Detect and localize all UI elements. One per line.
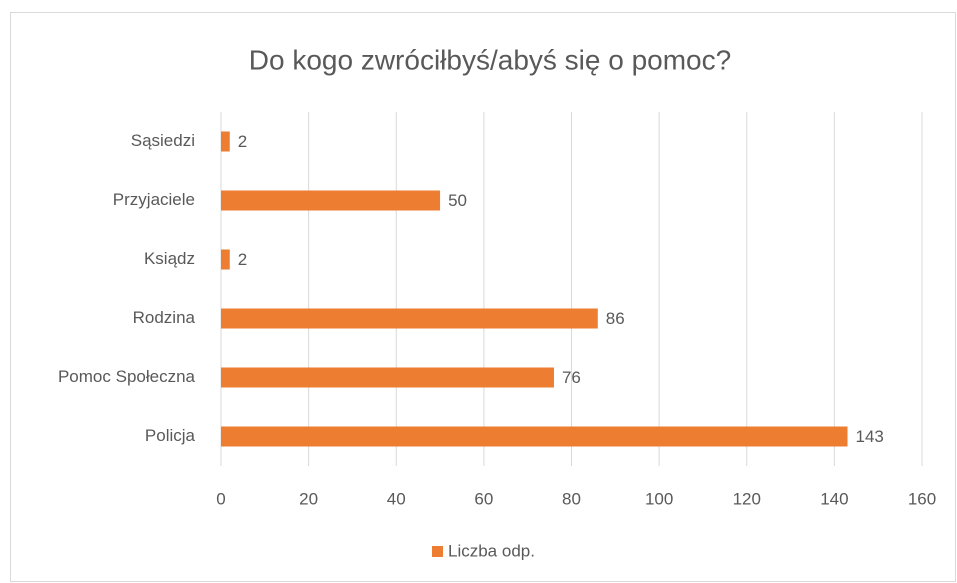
legend-label: Liczba odp.: [448, 541, 535, 560]
bar: [221, 426, 848, 447]
data-label: 86: [606, 309, 625, 328]
chart-border: [10, 12, 956, 582]
x-tick-label: 40: [387, 489, 406, 508]
data-label: 2: [238, 250, 247, 269]
x-tick-label: 80: [562, 489, 581, 508]
data-label: 50: [448, 191, 467, 210]
y-tick-label: Rodzina: [133, 308, 196, 327]
bar: [221, 308, 598, 329]
x-tick-label: 120: [733, 489, 761, 508]
bar: [221, 249, 230, 270]
x-tick-label: 160: [908, 489, 936, 508]
data-label: 143: [856, 427, 884, 446]
x-tick-label: 0: [216, 489, 225, 508]
x-tick-label: 140: [820, 489, 848, 508]
bar: [221, 367, 554, 388]
x-tick-label: 100: [645, 489, 673, 508]
y-tick-label: Sąsiedzi: [131, 131, 195, 150]
chart-title: Do kogo zwróciłbyś/abyś się o pomoc?: [249, 44, 731, 75]
y-tick-label: Ksiądz: [144, 249, 195, 268]
data-label: 76: [562, 368, 581, 387]
x-tick-label: 60: [474, 489, 493, 508]
bar: [221, 190, 441, 211]
data-label: 2: [238, 132, 247, 151]
bar: [221, 131, 230, 152]
y-tick-label: Przyjaciele: [113, 190, 195, 209]
legend-swatch: [432, 546, 443, 557]
y-tick-label: Policja: [145, 426, 196, 445]
y-tick-label: Pomoc Społeczna: [58, 367, 196, 386]
x-tick-label: 20: [299, 489, 318, 508]
